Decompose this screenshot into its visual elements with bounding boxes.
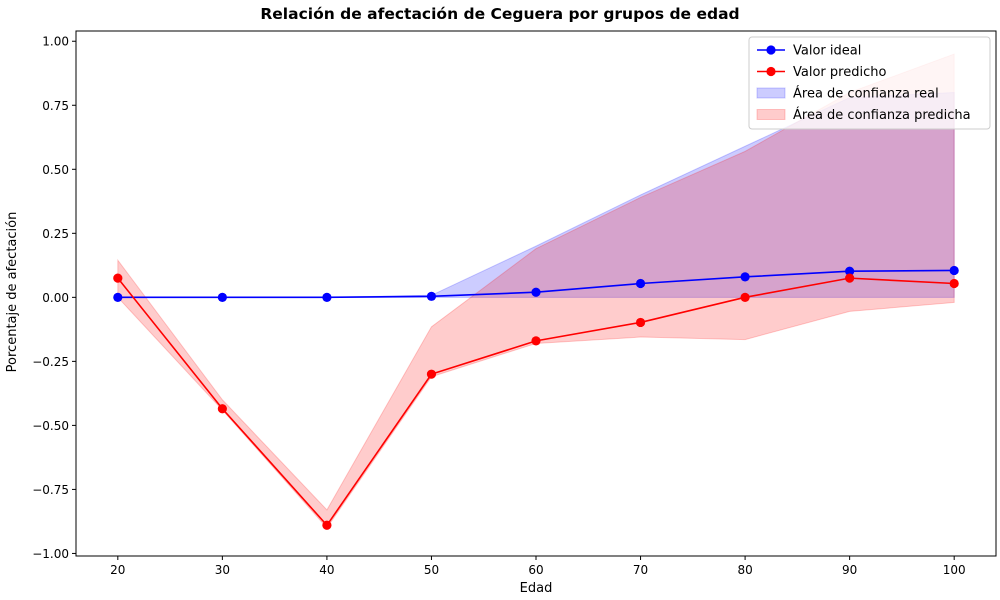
y-tick-label: −0.25 <box>32 355 69 369</box>
y-tick-label: 0.00 <box>42 291 69 305</box>
x-tick-label: 80 <box>737 563 752 577</box>
y-axis-ticks: −1.00 −0.75 −0.50 −0.25 0.00 0.25 0.50 0.75 1.00 <box>32 35 76 561</box>
data-point <box>740 292 750 302</box>
data-point <box>113 273 123 283</box>
x-tick-label: 50 <box>424 563 439 577</box>
series-valor-ideal <box>113 265 959 302</box>
x-tick-label: 30 <box>215 563 230 577</box>
data-point <box>426 291 437 301</box>
legend-entry-area-de-confianza-predicha: Área de confianza predicha <box>756 107 971 123</box>
legend-marker <box>766 45 776 55</box>
data-point <box>113 292 123 302</box>
x-axis-label: Edad <box>520 581 553 596</box>
data-point <box>949 265 959 276</box>
legend-label: Área de confianza predicha <box>793 107 971 123</box>
data-point <box>426 369 437 379</box>
legend-entry-valor-predicho: Valor predicho <box>757 65 886 80</box>
y-tick-label: −0.50 <box>32 419 69 433</box>
data-point <box>949 278 959 289</box>
data-point <box>635 278 646 289</box>
legend-label: Valor ideal <box>793 44 861 59</box>
y-tick-label: 0.50 <box>42 163 69 177</box>
series-lines <box>113 265 959 530</box>
data-point <box>845 266 855 276</box>
y-tick-label: 1.00 <box>42 35 69 49</box>
band-area-de-confianza-real <box>117 91 955 298</box>
data-point <box>217 292 227 302</box>
x-tick-label: 100 <box>943 563 966 577</box>
legend-entry-area-de-confianza-real: Área de confianza real <box>756 86 939 102</box>
chart-title: Relación de afectación de Ceguera por gr… <box>260 5 739 23</box>
data-point <box>322 292 332 302</box>
legend-label: Área de confianza real <box>793 86 939 102</box>
data-point <box>740 272 750 282</box>
data-point <box>217 404 227 414</box>
legend-label: Valor predicho <box>793 65 886 80</box>
x-tick-label: 70 <box>633 563 648 577</box>
y-tick-label: 0.75 <box>42 99 69 113</box>
x-tick-label: 60 <box>528 563 543 577</box>
x-tick-label: 20 <box>110 563 125 577</box>
legend-area-swatch <box>756 109 786 120</box>
series-valor-predicho <box>113 273 959 530</box>
x-tick-label: 90 <box>842 563 857 577</box>
y-tick-label: −1.00 <box>32 547 69 561</box>
x-tick-label: 40 <box>319 563 334 577</box>
x-axis-ticks: 20 30 40 50 60 70 80 90 100 <box>110 556 966 577</box>
legend-box <box>748 36 991 130</box>
data-point <box>322 520 332 530</box>
data-point <box>531 336 541 346</box>
legend-area-swatch <box>756 87 786 99</box>
legend-entry-valor-ideal: Valor ideal <box>757 44 861 59</box>
y-axis-label: Porcentaje de afectación <box>5 212 20 373</box>
legend: Valor ideal Valor predicho Área de confian… <box>748 36 991 130</box>
legend-marker <box>766 66 776 77</box>
data-point <box>845 273 855 283</box>
data-point <box>635 317 646 328</box>
y-tick-label: −0.75 <box>32 483 69 497</box>
data-point <box>531 287 541 297</box>
y-tick-label: 0.25 <box>42 227 69 241</box>
